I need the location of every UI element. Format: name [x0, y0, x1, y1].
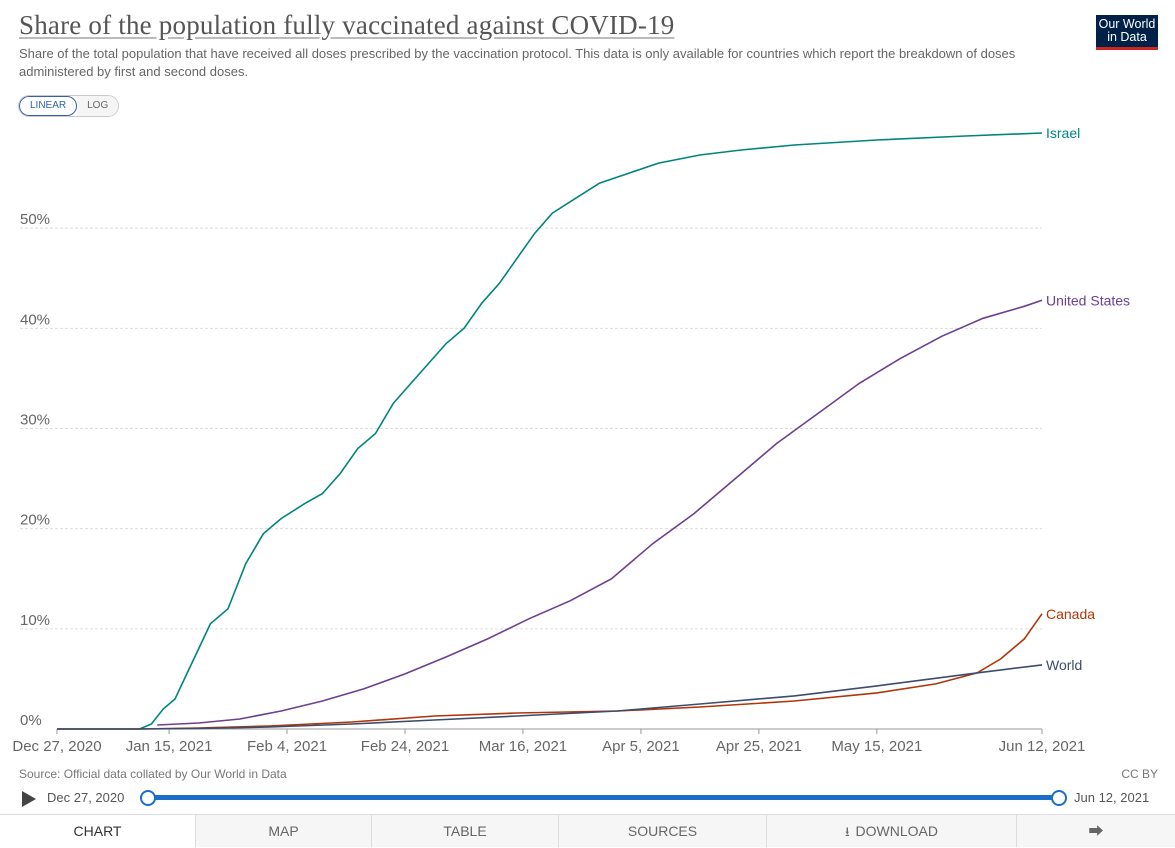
logo-line-2: in Data: [1107, 30, 1147, 44]
tab-download[interactable]: ⭳ DOWNLOAD: [766, 815, 1016, 847]
x-tick-label: Apr 5, 2021: [602, 738, 680, 755]
series-label-canada: Canada: [1046, 606, 1095, 622]
play-icon[interactable]: [22, 791, 36, 807]
timeline-end-label: Jun 12, 2021: [1074, 790, 1150, 805]
series-line-united-states: [157, 299, 1043, 726]
x-tick-label: Feb 4, 2021: [247, 738, 327, 755]
x-tick-label: May 15, 2021: [831, 738, 922, 755]
x-tick-label: Jun 12, 2021: [999, 738, 1086, 755]
tab-bar: CHART MAP TABLE SOURCES ⭳ DOWNLOAD ⮕: [0, 814, 1175, 847]
timeline-end-handle[interactable]: [1051, 790, 1067, 806]
chart-subtitle: Share of the total population that have …: [19, 46, 1016, 79]
x-tick-label: Apr 25, 2021: [716, 738, 802, 755]
x-tick-label: Dec 27, 2020: [12, 738, 101, 755]
series-line-israel: [57, 132, 1043, 730]
series-label-united-states: United States: [1046, 292, 1130, 308]
share-icon: ⮕: [1088, 823, 1104, 840]
x-tick-label: Mar 16, 2021: [479, 738, 567, 755]
y-tick-label: 30%: [20, 412, 50, 429]
download-icon: ⭳: [844, 824, 850, 839]
line-chart: 0% 10% 20% 30% 40% 50% Dec 27, 2020 Jan 15, 202…: [12, 125, 1130, 755]
tab-table[interactable]: TABLE: [371, 815, 558, 847]
license-link[interactable]: CC BY: [1121, 767, 1158, 781]
logo-line-1: Our World: [1098, 17, 1156, 31]
tab-chart[interactable]: CHART: [0, 815, 195, 847]
timeline-track[interactable]: [147, 795, 1058, 800]
series-line-world: [57, 664, 1043, 730]
timeline-start-label: Dec 27, 2020: [47, 790, 125, 805]
tab-sources[interactable]: SOURCES: [558, 815, 766, 847]
y-tick-label: 20%: [20, 512, 50, 529]
y-tick-label: 50%: [20, 211, 50, 228]
scale-toggle: LINEAR LOG: [18, 95, 120, 117]
y-tick-label: 10%: [20, 612, 50, 629]
owid-logo[interactable]: Our World in Data: [1096, 15, 1158, 50]
source-note[interactable]: Source: Official data collated by Our Wo…: [19, 767, 287, 781]
x-tick-label: Jan 15, 2021: [126, 738, 213, 755]
timeline-slider: Dec 27, 2020 Jun 12, 2021: [0, 784, 1175, 812]
y-tick-label: 0%: [20, 712, 42, 729]
linear-scale-button[interactable]: LINEAR: [19, 96, 78, 116]
x-tick-label: Feb 24, 2021: [361, 738, 449, 755]
log-scale-button[interactable]: LOG: [77, 96, 119, 116]
y-tick-label: 40%: [20, 311, 50, 328]
tab-map[interactable]: MAP: [195, 815, 371, 847]
series-label-world: World: [1046, 657, 1082, 673]
series-line-canada: [57, 613, 1043, 730]
timeline-start-handle[interactable]: [140, 790, 156, 806]
tab-share[interactable]: ⮕: [1016, 815, 1175, 847]
chart-title: Share of the population fully vaccinated…: [19, 10, 675, 40]
tab-download-label: DOWNLOAD: [855, 823, 938, 839]
series-label-israel: Israel: [1046, 125, 1080, 141]
